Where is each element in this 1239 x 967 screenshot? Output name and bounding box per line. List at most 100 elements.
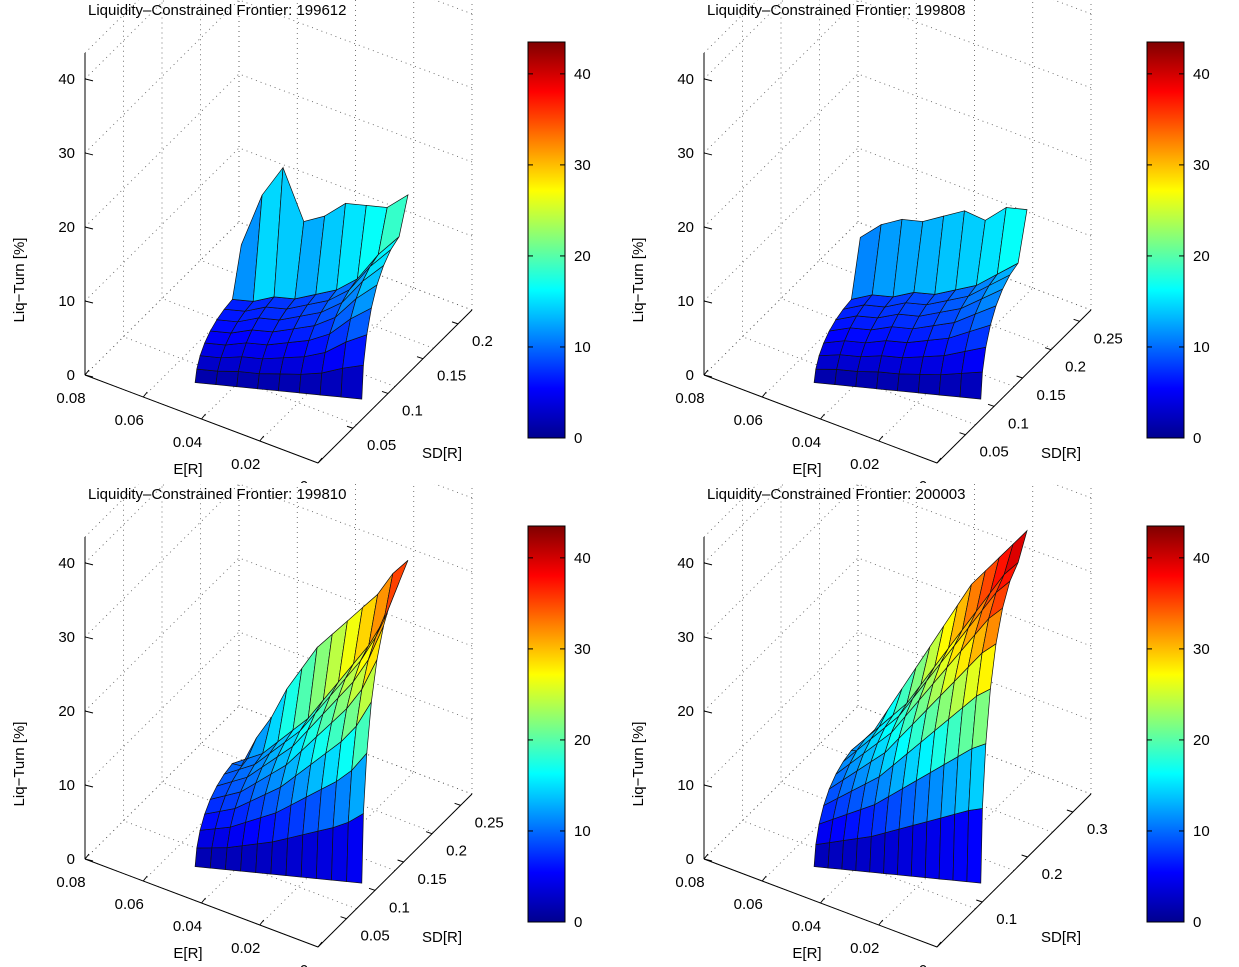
chart-panel-3: Liquidity–Constrained Frontier: 199810 0…	[0, 484, 619, 967]
er-tick-label: 0.08	[675, 390, 704, 407]
z-axis-label: Liq−Turn [%]	[630, 722, 647, 807]
grid-lines	[84, 484, 473, 948]
er-tick-label: 0	[919, 962, 927, 967]
surface-facet	[898, 356, 924, 375]
surface-facet	[876, 371, 900, 392]
sd-tick-label: 0.05	[361, 928, 390, 945]
colorbar-tick-label: 20	[574, 248, 591, 265]
axes: 0 10 20 30 40 0.08 0.06 0.04 0.02 0 0.05 0.1 0.15 0.2…	[11, 53, 493, 483]
er-tick-label: 0.08	[56, 390, 85, 407]
z-tick-label: 20	[677, 703, 694, 720]
colorbar-gradient	[527, 41, 566, 439]
surface-facet	[1003, 529, 1028, 576]
z-tick-label: 40	[677, 71, 694, 88]
er-tick-label: 0.02	[850, 940, 879, 957]
colorbar-tick-label: 40	[574, 66, 591, 83]
chart-panel-2: Liquidity–Constrained Frontier: 199808 0…	[619, 0, 1238, 483]
z-tick-label: 0	[686, 851, 694, 868]
colorbar-tick-label: 10	[574, 823, 591, 840]
z-tick-label: 30	[677, 145, 694, 162]
er-axis-label: E[R]	[173, 461, 202, 478]
colorbar: 0 10 20 30 40	[527, 525, 591, 931]
er-axis-label: E[R]	[173, 945, 202, 962]
sd-tick-label: 0.25	[1094, 330, 1123, 347]
z-axis-label: Liq−Turn [%]	[630, 238, 647, 323]
surface-facet	[813, 842, 830, 869]
surface-facet	[869, 832, 886, 874]
z-tick-label: 40	[677, 555, 694, 572]
surface-facet	[855, 836, 872, 873]
surface-facet	[834, 369, 858, 388]
er-tick-label: 0.08	[56, 874, 85, 891]
frontier-surface	[813, 529, 1028, 884]
er-axis-label: E[R]	[792, 945, 821, 962]
frontier-surface	[194, 166, 409, 400]
surface-facet	[910, 821, 928, 878]
colorbar-tick-label: 0	[574, 914, 582, 931]
surface-facet	[340, 364, 364, 400]
colorbar: 0 10 20 30 40	[1146, 41, 1210, 447]
surface-facet	[996, 207, 1028, 275]
sd-tick-label: 0.15	[1037, 387, 1066, 404]
surface-facet	[331, 821, 349, 882]
surface-facet	[815, 354, 841, 370]
er-tick-label: 0	[919, 478, 927, 483]
surface-facet	[225, 845, 243, 872]
surface-facet	[856, 355, 883, 373]
colorbar-tick-label: 0	[1193, 914, 1201, 931]
er-tick-label: 0	[300, 478, 308, 483]
colorbar-tick-label: 10	[574, 339, 591, 356]
surface-facet	[300, 830, 319, 879]
sd-tick-label: 0.1	[402, 402, 423, 419]
surface-facet	[917, 373, 942, 396]
surface-facet	[836, 354, 862, 372]
colorbar: 0 10 20 30 40	[1146, 525, 1210, 931]
surface-facet	[924, 817, 942, 880]
z-tick-label: 30	[677, 629, 694, 646]
colorbar-gradient	[1146, 525, 1185, 923]
sd-tick-label: 0.1	[1008, 415, 1029, 432]
surface-facet	[270, 837, 289, 876]
surface-facet	[194, 847, 213, 869]
z-tick-label: 40	[58, 71, 75, 88]
sd-axis-label: SD[R]	[422, 445, 462, 462]
surface-facet	[959, 371, 983, 400]
surface-facet	[257, 373, 281, 392]
sd-tick-label: 0.3	[1087, 821, 1108, 838]
surface-facet	[938, 372, 962, 398]
er-tick-label: 0.04	[173, 918, 202, 935]
colorbar-tick-label: 10	[1193, 339, 1210, 356]
z-tick-label: 10	[58, 293, 75, 310]
colorbar-tick-label: 40	[574, 550, 591, 567]
surface-facet	[883, 828, 900, 876]
colorbar-gradient	[527, 525, 566, 923]
sd-axis-label: SD[R]	[1041, 929, 1081, 946]
chart-title: Liquidity–Constrained Frontier: 199808	[707, 2, 966, 19]
surface-facet	[236, 371, 260, 390]
colorbar-tick-label: 30	[574, 157, 591, 174]
colorbar-tick-label: 0	[574, 430, 582, 447]
surface-facet	[346, 812, 364, 884]
colorbar-tick-label: 20	[574, 732, 591, 749]
colorbar-tick-label: 10	[1193, 823, 1210, 840]
surface-facet	[827, 840, 844, 870]
colorbar-tick-label: 20	[1193, 248, 1210, 265]
z-tick-label: 40	[58, 555, 75, 572]
axes: 0 10 20 30 40 0.08 0.06 0.04 0.02 0 0.05 0.1 0.15 0.2…	[630, 53, 1123, 483]
surface-facet	[215, 370, 239, 388]
surface-facet	[255, 841, 273, 875]
colorbar-tick-label: 0	[1193, 430, 1201, 447]
sd-tick-label: 0.1	[389, 899, 410, 916]
surface-facet	[938, 813, 956, 881]
sd-tick-label: 0.2	[1065, 359, 1086, 376]
sd-tick-label: 0.15	[418, 871, 447, 888]
sd-tick-label: 0.2	[446, 843, 467, 860]
surface-facet	[841, 838, 858, 872]
er-tick-label: 0.06	[115, 896, 144, 913]
surface-facet	[278, 373, 302, 394]
chart-title: Liquidity–Constrained Frontier: 200003	[707, 486, 966, 503]
surface-plot: 0 10 20 30 40 0.08 0.06 0.04 0.02 0 0.05 0.1 0.15 0.2…	[630, 0, 1210, 483]
surface-facet	[217, 356, 243, 372]
er-tick-label: 0.08	[675, 874, 704, 891]
surface-facet	[377, 194, 409, 256]
